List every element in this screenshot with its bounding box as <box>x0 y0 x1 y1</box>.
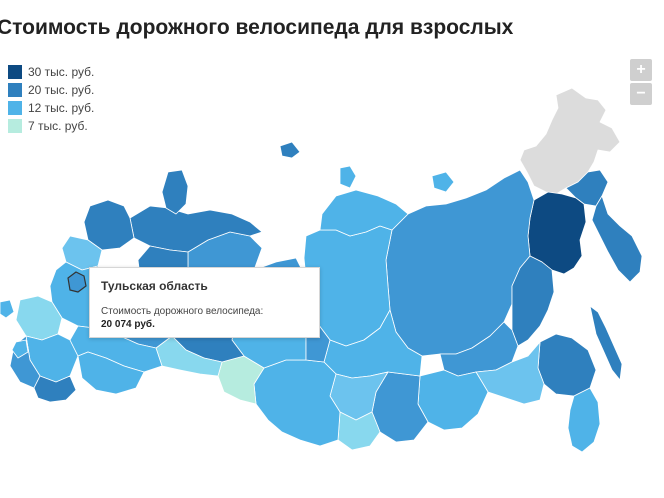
legend-swatch <box>8 101 22 115</box>
legend-label: 30 тыс. руб. <box>28 65 95 79</box>
region-kemerovo[interactable] <box>337 411 381 451</box>
region-orenburg[interactable] <box>155 335 223 377</box>
region-crimea[interactable] <box>11 339 29 359</box>
region-kaliningrad[interactable] <box>0 299 15 319</box>
region-buryatia[interactable] <box>417 369 489 431</box>
region-khabarovsk[interactable] <box>511 255 555 347</box>
legend-swatch <box>8 119 22 133</box>
legend-swatch <box>8 65 22 79</box>
legend-label: 7 тыс. руб. <box>28 119 88 133</box>
region-tula[interactable] <box>67 271 87 293</box>
legend-label: 20 тыс. руб. <box>28 83 95 97</box>
map-legend: 30 тыс. руб. 20 тыс. руб. 12 тыс. руб. 7… <box>8 63 94 135</box>
legend-label: 12 тыс. руб. <box>28 101 95 115</box>
region-novaya-zemlya[interactable] <box>161 169 189 215</box>
legend-swatch <box>8 83 22 97</box>
region-astrakhan[interactable] <box>77 351 145 395</box>
region-kamchatka[interactable] <box>591 195 643 283</box>
tooltip-metric-label: Стоимость дорожного велосипеда: <box>101 306 264 317</box>
region-amur[interactable] <box>537 333 597 397</box>
region-omsk[interactable] <box>253 359 341 447</box>
region-tooltip: Тульская область Стоимость дорожного вел… <box>89 267 320 338</box>
region-novosibirsk-islands[interactable] <box>431 171 455 193</box>
zoom-out-button[interactable]: − <box>630 83 652 105</box>
region-caucasus[interactable] <box>33 375 77 403</box>
legend-item: 30 тыс. руб. <box>8 63 94 81</box>
legend-item: 12 тыс. руб. <box>8 99 94 117</box>
region-zabaykalsky[interactable] <box>475 341 545 405</box>
region-karelia[interactable] <box>83 199 135 251</box>
region-primorye[interactable] <box>567 387 601 453</box>
region-severnaya-zemlya[interactable] <box>339 165 357 189</box>
region-taymyr[interactable] <box>319 189 409 237</box>
zoom-in-button[interactable]: + <box>630 59 652 81</box>
tooltip-metric-value: 20 074 руб. <box>101 319 155 330</box>
region-franz-josef[interactable] <box>279 141 301 159</box>
tooltip-region-name: Тульская область <box>101 279 208 293</box>
region-sakhalin[interactable] <box>589 305 623 381</box>
legend-item: 7 тыс. руб. <box>8 117 94 135</box>
legend-item: 20 тыс. руб. <box>8 81 94 99</box>
page-title: Стоимость дорожного велосипеда для взрос… <box>0 16 514 39</box>
